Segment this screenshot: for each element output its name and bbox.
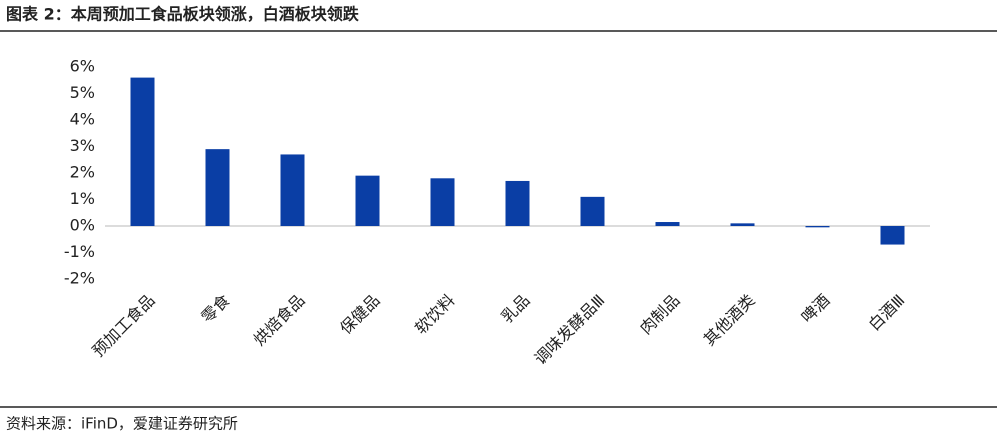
x-tick-label: 预加工食品 <box>88 291 158 361</box>
bar <box>805 226 830 228</box>
y-tick-label: -1% <box>64 242 95 261</box>
x-tick-label: 白酒Ⅲ <box>865 291 909 335</box>
y-tick-label: -2% <box>64 269 95 288</box>
x-tick-label: 零食 <box>197 291 233 327</box>
x-tick-label: 乳品 <box>497 291 533 327</box>
x-tick-label: 啤酒 <box>797 291 833 327</box>
bar <box>355 175 380 226</box>
bar <box>205 149 230 226</box>
x-tick-label: 保健品 <box>336 291 383 338</box>
bar <box>580 196 605 226</box>
x-tick-label: 肉制品 <box>636 291 683 338</box>
bar <box>130 77 155 226</box>
y-tick-label: 1% <box>70 189 95 208</box>
x-tick-label: 其他酒类 <box>700 291 759 350</box>
bar <box>730 223 755 226</box>
y-tick-label: 2% <box>70 163 95 182</box>
y-tick-label: 3% <box>70 136 95 155</box>
x-tick-label: 调味发酵品Ⅲ <box>531 291 609 369</box>
x-tick-label: 软饮料 <box>411 291 458 338</box>
source-note: 资料来源：iFinD，爱建证券研究所 <box>6 415 238 433</box>
bar <box>505 180 530 226</box>
chart-title: 图表 2：本周预加工食品板块领涨，白酒板块领跌 <box>6 5 360 24</box>
bar <box>880 226 905 245</box>
bar <box>430 178 455 226</box>
x-tick-label: 烘焙食品 <box>250 291 309 350</box>
y-tick-label: 6% <box>70 57 95 76</box>
y-tick-label: 5% <box>70 83 95 102</box>
bar <box>280 154 305 226</box>
y-tick-label: 4% <box>70 110 95 129</box>
y-tick-label: 0% <box>70 216 95 235</box>
bar <box>655 222 680 226</box>
